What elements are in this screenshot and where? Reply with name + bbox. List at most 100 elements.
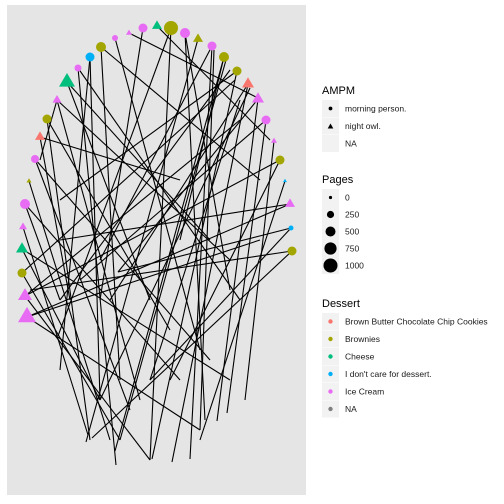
legend-key-size	[324, 242, 337, 255]
network-node	[96, 42, 106, 52]
legend-ampm: AMPM morning person. night owl. NA	[322, 85, 406, 152]
legend-dessert-label: Cheese	[345, 352, 375, 362]
legend-key-color	[328, 406, 333, 412]
network-node	[42, 114, 52, 124]
network-edge	[79, 119, 267, 281]
legend-pages-label: 1000	[345, 261, 364, 271]
network-edge	[109, 83, 249, 301]
network-node	[112, 35, 118, 41]
legend-dessert: Dessert Brown Butter Chocolate Chip Cook…	[322, 298, 488, 418]
legend-key-color	[328, 319, 333, 324]
legend-key-bg	[322, 135, 339, 152]
network-edge	[77, 67, 241, 301]
network-node	[261, 115, 271, 125]
network-node	[219, 52, 229, 62]
network-node	[232, 66, 242, 76]
network-nodes	[16, 20, 297, 323]
legend-dessert-items: Brown Butter Chocolate Chip Cookies Brown…	[322, 313, 488, 418]
network-edge	[149, 99, 241, 381]
network-node	[19, 222, 27, 230]
network-node	[285, 198, 295, 207]
network-node	[126, 29, 132, 35]
network-node	[180, 28, 190, 38]
legend-dessert-label: Brown Butter Chocolate Chip Cookies	[345, 317, 488, 327]
network-node	[35, 131, 45, 140]
legend-pages-label: 750	[345, 244, 359, 254]
network-node	[164, 21, 178, 35]
network-edge	[156, 25, 271, 141]
legend-pages-label: 500	[345, 227, 359, 237]
legend-pages-title: Pages	[322, 174, 354, 186]
network-node	[283, 178, 287, 183]
network-edge	[24, 203, 61, 301]
network-node	[20, 199, 30, 209]
network-edge	[226, 119, 267, 414]
network-edge	[100, 46, 121, 381]
network-edge	[184, 32, 206, 421]
network-node	[74, 64, 82, 72]
network-node	[18, 306, 36, 323]
network-edge	[99, 45, 213, 261]
network-edge	[21, 248, 101, 401]
network-node	[271, 137, 277, 143]
network-edge	[59, 70, 238, 201]
network-edge	[117, 227, 292, 273]
network-node	[193, 33, 203, 42]
network-node	[242, 77, 254, 88]
network-node	[59, 73, 75, 87]
network-node	[31, 155, 39, 163]
network-edge	[114, 37, 201, 351]
network-node	[287, 246, 297, 256]
network-node	[26, 178, 32, 183]
network-edge	[89, 56, 101, 401]
network-node	[207, 41, 217, 51]
network-node	[288, 225, 294, 231]
network-edge	[77, 67, 117, 466]
legend-key-color	[328, 389, 333, 394]
network-node	[138, 23, 148, 33]
network-edge	[29, 250, 293, 291]
network-node	[52, 94, 62, 103]
network-edges	[21, 25, 293, 466]
network-edge	[28, 180, 111, 441]
network-edge	[59, 203, 291, 241]
legend-key-size	[326, 210, 335, 219]
network-edge	[199, 180, 286, 441]
network-edge	[199, 49, 215, 431]
network-edge	[91, 250, 293, 439]
legend-ampm-title: AMPM	[322, 85, 355, 97]
network-node	[152, 20, 162, 29]
legend-dessert-label: I don't care for dessert.	[345, 369, 432, 379]
network-edge	[46, 118, 171, 331]
network-node	[18, 288, 32, 301]
network-edge	[114, 56, 225, 452]
network-edge	[244, 140, 275, 401]
network-node	[16, 242, 28, 253]
network-edge	[149, 27, 172, 461]
legend-dessert-label: Brownies	[345, 334, 380, 344]
network-edge	[128, 32, 261, 100]
legend-key-size	[325, 226, 336, 237]
legend-key-color	[328, 371, 333, 377]
network-node	[252, 92, 264, 103]
plot-panel	[7, 5, 306, 495]
network-edge	[34, 158, 131, 411]
network-edge	[149, 227, 292, 381]
network-edge	[39, 136, 181, 181]
network-edge	[21, 272, 121, 441]
network-edge	[24, 295, 151, 461]
network-edge	[39, 99, 58, 161]
legend-dessert-label: Ice Cream	[345, 387, 384, 397]
legend-key-triangle	[327, 123, 334, 129]
legend-key-size	[328, 195, 333, 200]
network-edge	[26, 239, 261, 318]
legend-ampm-label: morning person.	[345, 104, 406, 114]
legend-ampm-label: NA	[345, 139, 357, 149]
network-edge	[117, 98, 259, 273]
legend-pages-label: 250	[345, 210, 359, 220]
network-node	[17, 268, 27, 278]
network-edge	[66, 81, 151, 301]
network-edge	[56, 99, 141, 401]
legend-dessert-label: NA	[345, 404, 357, 414]
